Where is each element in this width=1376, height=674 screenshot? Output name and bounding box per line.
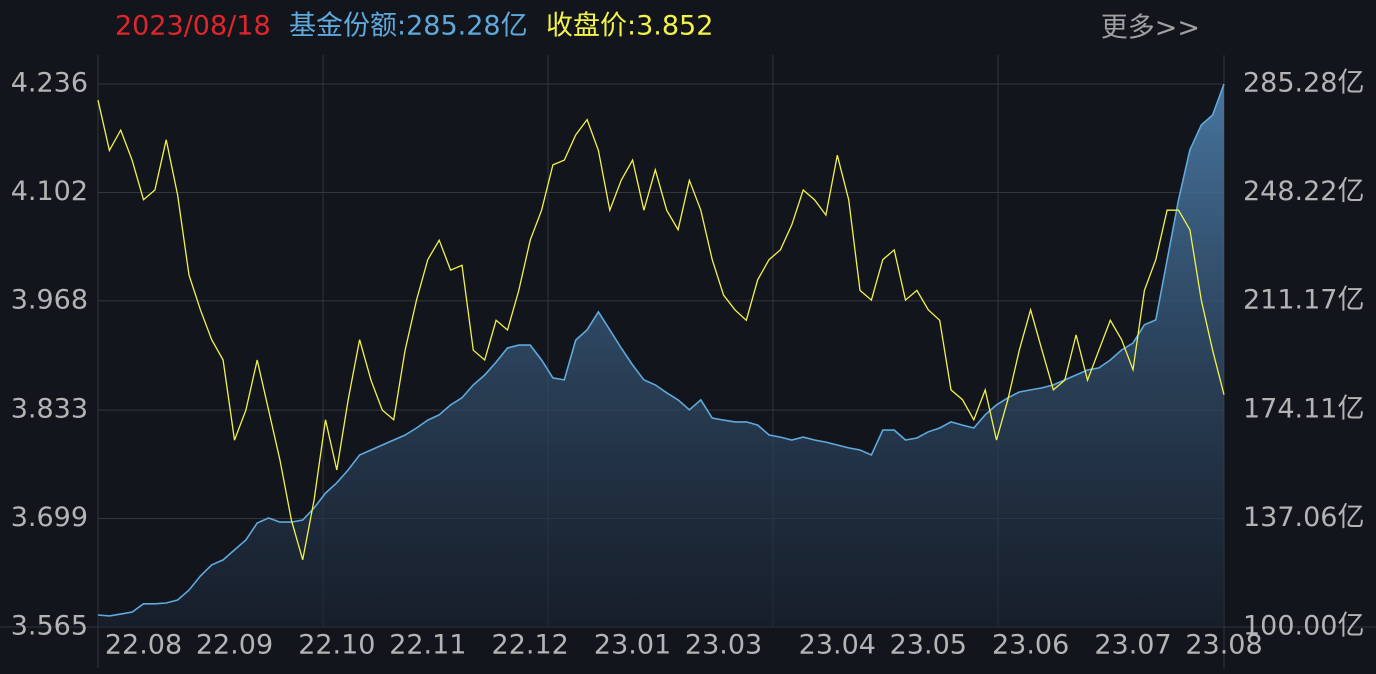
x-tick-label: 22.08 [105,630,182,661]
x-tick-label: 23.07 [1094,630,1171,661]
y2-tick-label: 174.11亿 [1243,393,1364,424]
x-tick-label: 22.11 [389,630,466,661]
price: 收盘价:3.852 [546,11,713,42]
x-tick-label: 22.10 [298,630,375,661]
y2-tick-label: 211.17亿 [1243,285,1364,316]
area [98,84,1224,627]
more-link[interactable]: 更多>> [1101,13,1200,44]
line [97,83,1225,617]
y-tick-label: 3.968 [11,284,88,315]
x-tick-label: 23.08 [1185,630,1262,661]
y2-tick-label: 100.00亿 [1243,611,1364,642]
x-tick-label: 23.05 [890,630,967,661]
y2-tick-label: 248.22亿 [1243,176,1364,207]
shares: 基金份额:285.28亿 [289,11,528,42]
date: 2023/08/18 [115,11,271,42]
x-tick-label: 23.04 [799,630,876,661]
line [97,100,1225,560]
y2-tick-label: 137.06亿 [1243,502,1364,533]
x-tick-label: 22.12 [492,630,569,661]
y-tick-label: 4.102 [11,176,88,207]
y2-tick-label: 285.28亿 [1243,68,1364,99]
x-tick-label: 22.09 [196,630,273,661]
y-tick-label: 3.833 [11,394,88,425]
x-tick-label: 23.06 [992,630,1069,661]
y-tick-label: 3.565 [11,611,88,642]
x-tick-label: 23.01 [594,630,671,661]
y-tick-label: 3.699 [11,502,88,533]
y-tick-label: 4.236 [11,68,88,99]
x-tick-label: 23.03 [685,630,762,661]
